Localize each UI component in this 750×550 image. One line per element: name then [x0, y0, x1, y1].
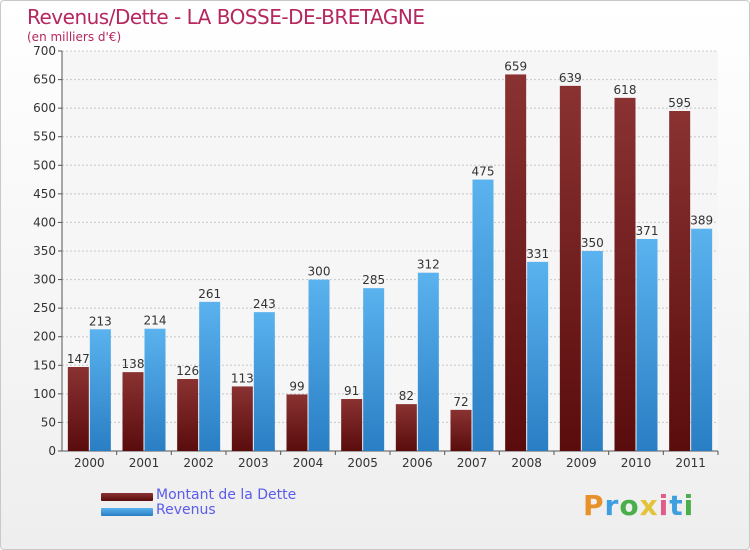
y-tick-label: 350	[33, 244, 56, 258]
x-tick-label: 2002	[183, 456, 214, 470]
bar-revenus	[253, 312, 275, 451]
data-label-dette: 99	[289, 379, 304, 393]
proxiti-logo: Proxiti	[583, 489, 694, 522]
data-label-revenus: 214	[144, 314, 167, 328]
y-tick-label: 150	[33, 358, 56, 372]
logo-letter: x	[639, 489, 659, 522]
y-tick-label: 700	[33, 44, 56, 58]
logo-letter: P	[583, 489, 605, 522]
data-label-dette: 138	[122, 357, 145, 371]
x-tick-label: 2006	[402, 456, 433, 470]
bar-dette	[341, 399, 363, 451]
data-label-revenus: 475	[472, 165, 495, 179]
y-tick-label: 0	[48, 444, 56, 458]
y-tick-label: 400	[33, 215, 56, 229]
legend-swatch-dette	[101, 493, 153, 501]
bar-revenus	[144, 328, 166, 451]
x-tick-label: 2005	[347, 456, 378, 470]
data-label-dette: 618	[614, 83, 637, 97]
bar-dette	[395, 404, 417, 451]
chart-subtitle: (en milliers d'€)	[27, 30, 122, 44]
x-tick-label: 2001	[129, 456, 160, 470]
x-tick-label: 2011	[675, 456, 706, 470]
bar-revenus	[691, 228, 713, 451]
bar-dette	[559, 85, 581, 451]
bar-revenus	[472, 179, 494, 452]
bar-revenus	[89, 329, 111, 451]
data-label-dette: 147	[67, 352, 90, 366]
data-label-dette: 126	[176, 364, 199, 378]
logo-letter: t	[669, 489, 684, 522]
data-label-dette: 659	[504, 59, 527, 73]
y-tick-label: 450	[33, 187, 56, 201]
data-label-revenus: 312	[417, 258, 440, 272]
data-label-dette: 91	[344, 384, 359, 398]
data-label-dette: 82	[399, 389, 414, 403]
data-label-revenus: 300	[308, 265, 331, 279]
bar-revenus	[636, 239, 658, 451]
bar-dette	[286, 394, 308, 451]
x-tick-label: 2007	[457, 456, 488, 470]
bar-dette	[177, 379, 199, 451]
x-tick-label: 2000	[74, 456, 105, 470]
legend-label-revenus: Revenus	[156, 502, 216, 518]
y-tick-label: 250	[33, 301, 56, 315]
chart-title: Revenus/Dette - LA BOSSE-DE-BRETAGNE	[27, 5, 425, 29]
y-tick-label: 600	[33, 101, 56, 115]
bar-dette	[231, 386, 253, 451]
y-tick-label: 200	[33, 330, 56, 344]
legend-swatch-revenus	[101, 508, 153, 516]
logo-letter: i	[658, 489, 670, 522]
data-label-revenus: 389	[690, 214, 713, 228]
data-label-revenus: 213	[89, 314, 112, 328]
bar-revenus	[363, 288, 385, 451]
bar-dette	[67, 367, 89, 451]
data-label-revenus: 243	[253, 297, 276, 311]
y-tick-label: 650	[33, 73, 56, 87]
bar-dette	[450, 409, 472, 451]
bar-dette	[122, 372, 144, 451]
y-tick-label: 500	[33, 158, 56, 172]
legend-label-dette: Montant de la Dette	[156, 487, 297, 503]
bar-dette	[614, 97, 636, 451]
x-tick-label: 2010	[621, 456, 652, 470]
data-label-dette: 595	[668, 96, 691, 110]
data-label-revenus: 261	[198, 287, 221, 301]
data-label-revenus: 350	[581, 236, 604, 250]
data-label-revenus: 371	[636, 224, 659, 238]
x-tick-label: 2008	[511, 456, 542, 470]
bar-dette	[669, 111, 691, 451]
logo-letter: i	[683, 489, 695, 522]
x-tick-label: 2009	[566, 456, 597, 470]
logo-letter: o	[619, 489, 640, 522]
bar-revenus	[581, 251, 603, 451]
x-tick-label: 2003	[238, 456, 269, 470]
bar-dette	[505, 74, 527, 451]
data-label-dette: 72	[453, 395, 468, 409]
bar-revenus	[527, 261, 549, 451]
data-label-revenus: 331	[526, 247, 549, 261]
y-tick-label: 300	[33, 273, 56, 287]
bar-revenus	[417, 272, 439, 451]
logo-letter: r	[604, 489, 620, 522]
y-tick-label: 550	[33, 130, 56, 144]
bar-revenus	[199, 301, 221, 451]
data-label-dette: 639	[559, 71, 582, 85]
data-label-revenus: 285	[362, 273, 385, 287]
x-tick-label: 2004	[293, 456, 324, 470]
y-tick-label: 100	[33, 387, 56, 401]
bar-revenus	[308, 279, 330, 451]
data-label-dette: 113	[231, 371, 254, 385]
y-tick-label: 50	[41, 415, 56, 429]
